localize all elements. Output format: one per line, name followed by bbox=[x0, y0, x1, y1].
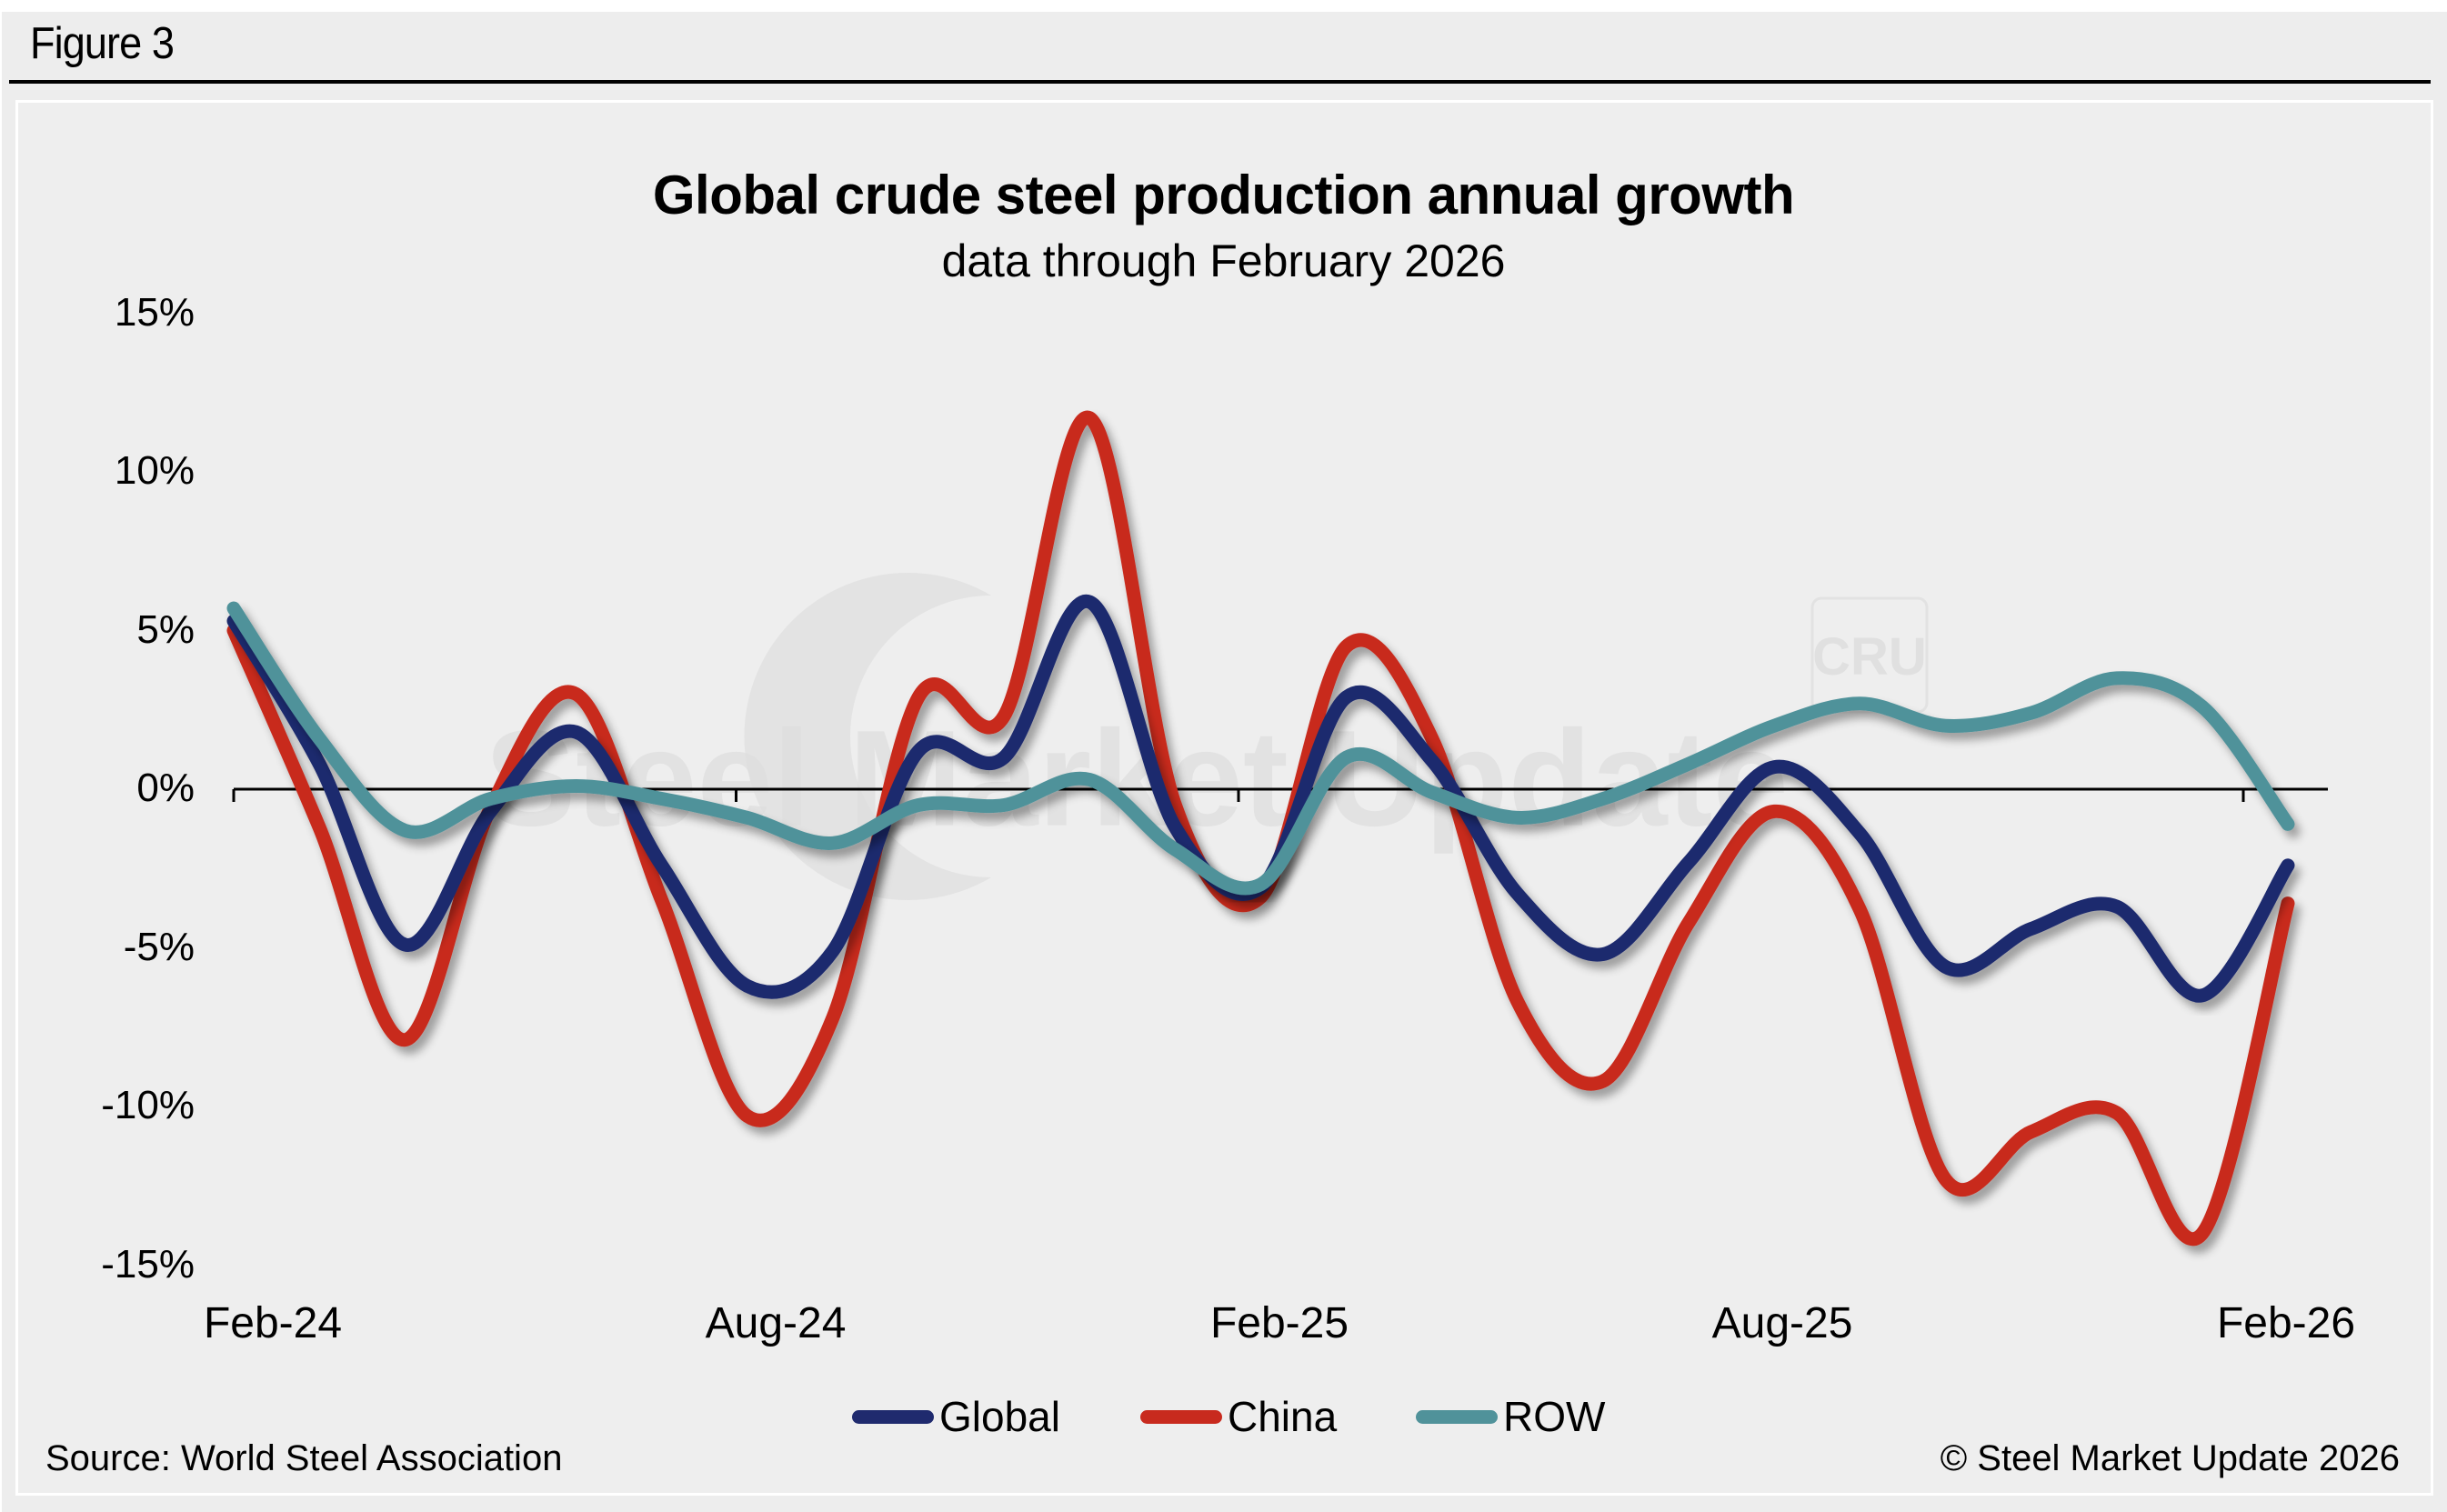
figure-label: Figure 3 bbox=[30, 19, 175, 68]
y-tick-label: 10% bbox=[114, 448, 195, 493]
legend-item-global[interactable]: Global bbox=[852, 1389, 1060, 1444]
y-tick-label: 15% bbox=[114, 289, 195, 335]
legend-swatch-global bbox=[852, 1409, 934, 1424]
watermark-swoosh-icon bbox=[744, 573, 991, 900]
legend-item-row[interactable]: ROW bbox=[1416, 1389, 1605, 1444]
top-margin bbox=[0, 0, 2447, 12]
legend-swatch-row bbox=[1416, 1409, 1498, 1424]
chart-subtitle: data through February 2026 bbox=[941, 235, 1506, 286]
x-tick-label: Aug-25 bbox=[1711, 1299, 1853, 1347]
y-tick-label: 5% bbox=[136, 606, 195, 652]
chart-panel bbox=[15, 100, 2433, 1496]
series-line-row bbox=[226, 601, 2295, 896]
cru-logo-box bbox=[1810, 596, 1929, 714]
legend-label-china: China bbox=[1228, 1393, 1338, 1440]
x-tick-label: Feb-26 bbox=[2216, 1299, 2356, 1347]
y-tick-label: -15% bbox=[101, 1241, 195, 1287]
y-tick-label: -10% bbox=[101, 1083, 195, 1127]
y-tick-label: 0% bbox=[136, 766, 195, 810]
source-note: Source: World Steel Association bbox=[45, 1438, 563, 1478]
chart-title: Global crude steel production annual gro… bbox=[652, 165, 1795, 225]
legend-label-global: Global bbox=[939, 1393, 1060, 1440]
copyright-note: © Steel Market Update 2026 bbox=[1940, 1438, 2400, 1478]
series-lines bbox=[226, 411, 2295, 1247]
legend: Global China ROW bbox=[0, 1389, 2447, 1444]
left-margin bbox=[0, 0, 2, 1512]
x-tick-label: Feb-25 bbox=[1209, 1299, 1349, 1347]
x-tick-label: Aug-24 bbox=[705, 1299, 847, 1347]
x-tick-label: Feb-24 bbox=[203, 1299, 343, 1347]
watermark: Steel Market Update CRU bbox=[485, 573, 1929, 900]
cru-logo-text: CRU bbox=[1812, 627, 1927, 686]
legend-swatch-china bbox=[1140, 1409, 1222, 1424]
header-rule bbox=[9, 80, 2431, 84]
legend-label-row: ROW bbox=[1503, 1393, 1606, 1440]
y-tick-label: -5% bbox=[123, 924, 195, 969]
legend-item-china[interactable]: China bbox=[1140, 1389, 1337, 1444]
